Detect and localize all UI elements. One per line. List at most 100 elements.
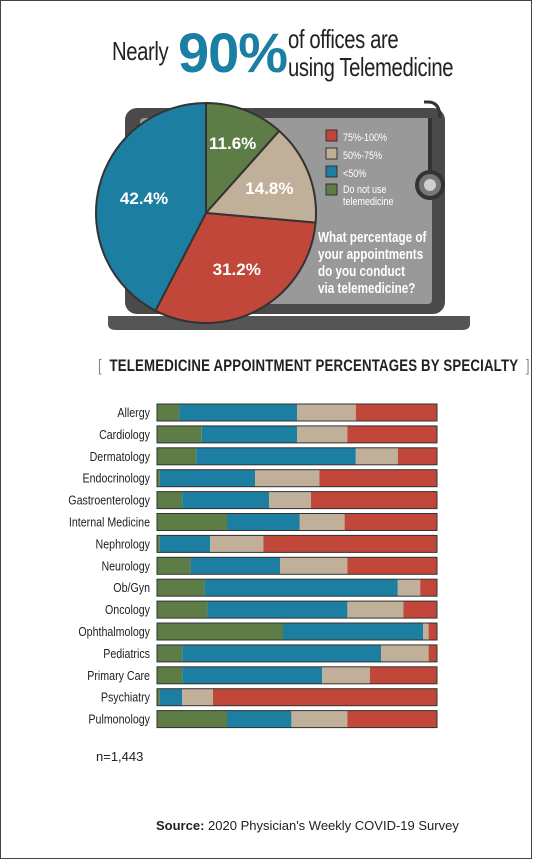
bar-segment-7-1	[190, 557, 281, 575]
bar-outline-4	[156, 491, 438, 510]
bar-segment-8-1	[204, 579, 398, 597]
bracket-left-icon: [	[98, 356, 110, 375]
bar-chart-title-text: TELEMEDICINE APPOINTMENT PERCENTAGES BY …	[109, 356, 519, 375]
bar-segment-12-3	[369, 666, 437, 684]
legend-label-4: telemedicine	[343, 196, 394, 208]
pie-slice-2	[95, 101, 207, 313]
headline-prefix: Nearly	[112, 36, 169, 66]
bar-category-label-1: Cardiology	[99, 427, 150, 442]
legend-swatch-0	[325, 129, 338, 142]
bar-chart-title: [ TELEMEDICINE APPOINTMENT PERCENTAGES B…	[98, 356, 530, 376]
bar-outline-0	[156, 403, 438, 422]
bar-segment-10-2	[423, 623, 429, 640]
bar-segment-0-1	[179, 404, 297, 421]
bar-outline-10	[156, 622, 438, 641]
legend-label-3: Do not use	[343, 184, 387, 196]
pie-slice-1	[203, 129, 317, 224]
bar-segment-3-3	[319, 469, 437, 487]
bar-segment-9-1	[207, 601, 348, 619]
legend-swatch-3	[325, 183, 338, 196]
bar-segment-3-0	[157, 469, 160, 487]
bar-category-label-5: Internal Medicine	[69, 514, 150, 529]
bar-segment-6-0	[157, 535, 160, 553]
bar-segment-3-2	[255, 469, 320, 487]
bar-category-label-3: Endocrinology	[83, 471, 151, 486]
pie-label-2: 42.4%	[120, 189, 168, 208]
bar-segment-10-1	[283, 623, 423, 640]
bar-segment-10-0	[157, 623, 283, 640]
bar-segment-11-3	[428, 644, 437, 662]
bar-outline-1	[156, 425, 438, 444]
bar-segment-8-0	[157, 579, 205, 597]
bar-segment-8-2	[397, 579, 421, 597]
bracket-right-icon: ]	[518, 356, 530, 375]
bar-segment-1-1	[201, 425, 297, 443]
bar-outline-9	[156, 600, 438, 619]
bar-segment-2-0	[157, 447, 197, 465]
bar-segment-5-0	[157, 513, 227, 531]
pie-slice-0	[154, 211, 317, 324]
bar-segment-1-2	[297, 425, 348, 443]
bar-segment-12-0	[157, 666, 183, 684]
bar-segment-13-3	[213, 688, 437, 706]
bar-segment-4-0	[157, 491, 183, 509]
headline: Nearly 90% of offices are using Telemedi…	[0, 21, 534, 92]
bar-segment-5-2	[299, 513, 345, 531]
sample-size: n=1,443	[96, 749, 144, 764]
pie-slice-3	[205, 101, 281, 216]
bar-segment-4-2	[269, 491, 311, 509]
bar-segment-14-2	[291, 710, 348, 728]
bar-segment-11-1	[182, 644, 381, 662]
bar-segment-14-3	[347, 710, 437, 728]
pie-question-line-3: via telemedicine?	[318, 280, 415, 297]
bar-segment-6-1	[159, 535, 211, 553]
bar-segment-11-2	[381, 644, 429, 662]
legend-label-1: 50%-75%	[343, 150, 382, 162]
pie-label-1: 14.8%	[245, 179, 293, 198]
bar-outline-5	[156, 513, 438, 531]
bar-segment-2-1	[196, 447, 356, 465]
bar-segment-8-3	[420, 579, 437, 597]
ring-inner	[424, 179, 436, 191]
bar-segment-5-1	[227, 513, 300, 531]
bar-segment-5-3	[344, 513, 437, 531]
bar-segment-1-0	[157, 425, 202, 443]
bar-segment-2-2	[355, 447, 398, 465]
bar-segment-7-2	[280, 557, 348, 575]
bar-category-label-13: Psychiatry	[101, 690, 150, 705]
bar-outline-2	[156, 447, 438, 466]
pie-label-3: 11.6%	[209, 134, 256, 153]
bar-category-label-7: Neurology	[101, 558, 150, 573]
bar-outline-3	[156, 469, 438, 488]
bar-segment-0-0	[157, 404, 180, 421]
bar-category-label-10: Ophthalmology	[78, 624, 150, 639]
legend-label-2: <50%	[343, 168, 366, 180]
source-text: 2020 Physician's Weekly COVID-19 Survey	[208, 818, 459, 833]
bar-segment-0-2	[297, 404, 356, 421]
bar-segment-9-2	[347, 601, 404, 619]
bar-segment-14-1	[227, 710, 292, 728]
legend-label-0: 75%-100%	[343, 132, 387, 144]
bar-segment-10-3	[428, 623, 437, 640]
source-note: Source: 2020 Physician's Weekly COVID-19…	[156, 818, 459, 833]
bar-category-label-14: Pulmonology	[88, 712, 150, 727]
bar-category-label-2: Dermatology	[90, 449, 150, 464]
bar-outline-13	[156, 688, 438, 707]
laptop-cord	[424, 100, 442, 119]
bar-segment-1-3	[347, 425, 437, 443]
bar-category-label-8: Ob/Gyn	[113, 580, 150, 595]
bar-segment-6-2	[210, 535, 264, 553]
bar-segment-13-0	[157, 688, 160, 706]
bar-outline-6	[156, 534, 438, 553]
headline-suffix-line2: using Telemedicine	[288, 52, 454, 82]
legend-swatch-1	[325, 147, 338, 160]
bar-category-label-12: Primary Care	[87, 668, 150, 683]
bar-outline-7	[156, 556, 438, 575]
headline-percent: 90%	[178, 21, 288, 84]
bar-segment-9-0	[157, 601, 208, 619]
bar-segment-14-0	[157, 710, 227, 728]
headline-suffix-line1: of offices are	[288, 24, 399, 54]
bar-segment-4-3	[311, 491, 437, 509]
bar-segment-12-1	[182, 666, 323, 684]
